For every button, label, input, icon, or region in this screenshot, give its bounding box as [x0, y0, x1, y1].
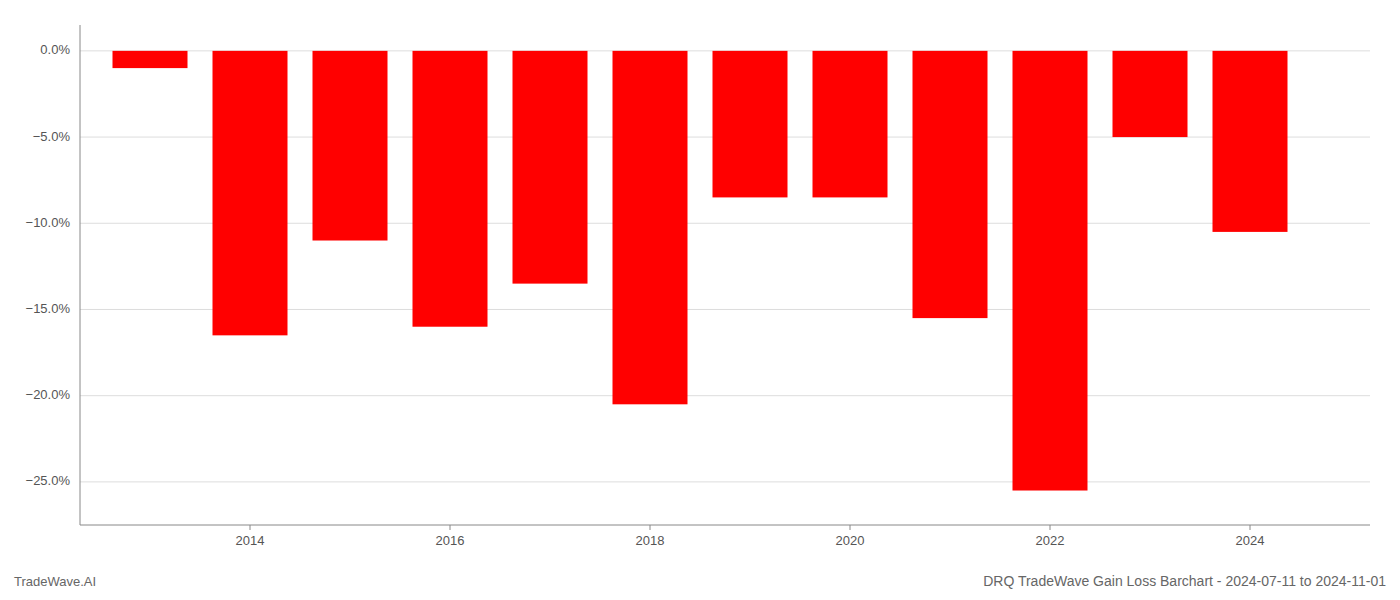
x-tick-label: 2018: [636, 533, 665, 548]
x-tick: [250, 525, 251, 530]
chart-svg: 0.0%−5.0%−10.0%−15.0%−20.0%−25.0%2014201…: [0, 0, 1400, 600]
x-tick: [1250, 525, 1251, 530]
background: [0, 0, 1400, 600]
grid-line: [80, 395, 1370, 396]
y-grid: [80, 51, 1370, 482]
bar: [113, 51, 188, 68]
x-ticks: 2014 2016 2018 2020 2022 2024: [236, 525, 1265, 548]
y-tick-label: −5.0%: [33, 129, 71, 144]
x-tick: [1050, 525, 1051, 530]
x-tick-label: 2020: [836, 533, 865, 548]
y-tick-label: 0.0%: [40, 42, 70, 57]
bar: [213, 51, 288, 335]
y-tick-label: −20.0%: [26, 387, 71, 402]
x-tick-label: 2022: [1036, 533, 1065, 548]
bar: [513, 51, 588, 284]
grid-line: [80, 481, 1370, 482]
y-axis-line: [80, 25, 81, 525]
bar: [913, 51, 988, 318]
x-tick-label: 2024: [1236, 533, 1265, 548]
bar: [413, 51, 488, 327]
bar: [1213, 51, 1288, 232]
x-tick-label: 2014: [236, 533, 265, 548]
footnote: TradeWave.AI: [14, 574, 96, 589]
y-tick-label: −15.0%: [26, 301, 71, 316]
y-tick-label: −10.0%: [26, 215, 71, 230]
y-tick-labels: 0.0% −5.0% −10.0% −15.0% −20.0% −25.0%: [26, 42, 71, 488]
x-tick-label: 2016: [436, 533, 465, 548]
chart-container: 0.0%−5.0%−10.0%−15.0%−20.0%−25.0%2014201…: [0, 0, 1400, 600]
y-tick-label: −25.0%: [26, 473, 71, 488]
bar: [613, 51, 688, 404]
bar: [713, 51, 788, 198]
x-tick: [850, 525, 851, 530]
bar: [1013, 51, 1088, 491]
bar: [813, 51, 888, 198]
bar: [1113, 51, 1188, 137]
x-tick: [450, 525, 451, 530]
bars: [113, 51, 1288, 491]
x-tick: [650, 525, 651, 530]
bar: [313, 51, 388, 241]
title: DRQ TradeWave Gain Loss Barchart - 2024-…: [983, 573, 1386, 589]
x-axis-line: [80, 525, 1370, 526]
